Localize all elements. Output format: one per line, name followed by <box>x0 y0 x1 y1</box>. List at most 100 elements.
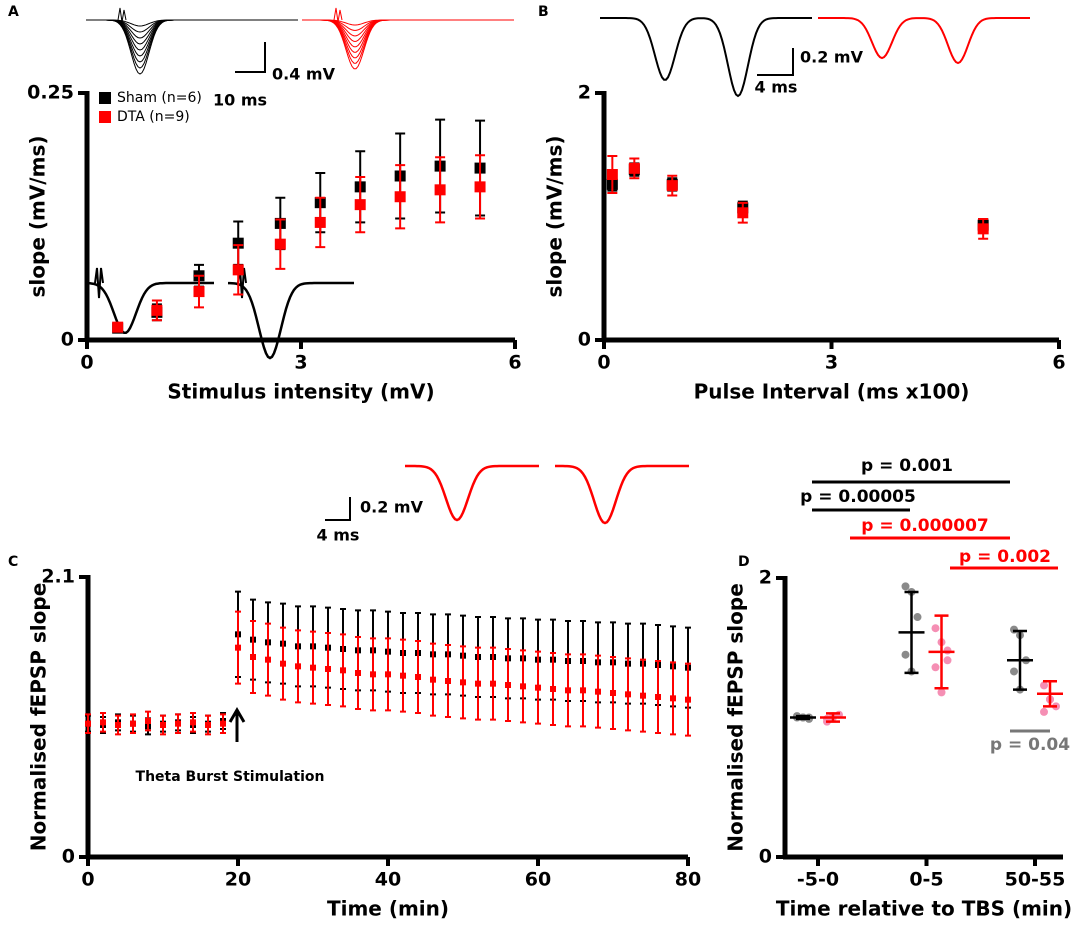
data-point <box>1010 667 1018 676</box>
marker <box>340 667 346 674</box>
marker <box>445 678 451 684</box>
y-tick-label: 2 <box>578 82 591 104</box>
x-tick-label: -5-0 <box>797 869 839 891</box>
marker <box>265 656 271 663</box>
trace <box>86 19 298 63</box>
x-axis-title: Time relative to TBS (min) <box>776 897 1072 921</box>
x-tick-label: 6 <box>1052 352 1065 374</box>
y-tick-label: 0 <box>578 329 591 351</box>
marker <box>85 720 91 727</box>
p-value: p = 0.000007 <box>861 516 989 536</box>
x-tick-label: 20 <box>225 869 251 891</box>
marker <box>190 719 196 726</box>
marker <box>280 660 286 667</box>
marker <box>115 722 121 728</box>
legend-swatch <box>99 111 111 123</box>
p-value: p = 0.04 <box>990 735 1070 755</box>
marker <box>145 718 151 724</box>
marker <box>112 321 124 333</box>
trace <box>86 19 298 75</box>
annotation: 0.2 mV <box>800 48 864 67</box>
marker <box>430 676 436 683</box>
marker <box>100 719 106 726</box>
legend-swatch <box>99 92 111 104</box>
y-tick-label: 2 <box>759 567 772 589</box>
data-point <box>937 688 946 697</box>
marker <box>977 223 989 235</box>
data-point <box>931 663 940 672</box>
marker <box>325 666 331 672</box>
y-tick-label: 2.1 <box>41 566 75 588</box>
p-value: p = 0.00005 <box>800 487 916 507</box>
scale-bar <box>757 48 794 76</box>
panel-label: D <box>738 554 750 570</box>
marker <box>295 663 301 670</box>
marker <box>505 682 511 688</box>
data-point <box>1040 681 1048 690</box>
data-point <box>901 650 910 659</box>
marker <box>606 169 618 181</box>
trace <box>555 464 689 525</box>
marker <box>474 181 486 193</box>
panel-label: C <box>8 554 18 570</box>
marker <box>434 184 446 196</box>
x-tick-label: 0 <box>81 869 94 891</box>
trace <box>87 281 214 335</box>
panel-label: A <box>8 4 19 20</box>
x-tick-label: 60 <box>525 869 551 891</box>
x-tick-label: 6 <box>508 352 521 374</box>
marker <box>175 720 181 727</box>
marker <box>490 680 496 687</box>
x-tick-label: 3 <box>825 352 838 374</box>
annotation: 4 ms <box>755 78 798 97</box>
data-point <box>943 656 952 665</box>
data-point <box>1040 707 1048 716</box>
data-point <box>943 646 952 655</box>
marker <box>550 686 556 692</box>
y-axis-title: slope (mV/ms) <box>26 136 50 298</box>
marker <box>355 670 361 676</box>
trace <box>302 19 514 59</box>
scale-bar <box>325 497 351 521</box>
data-point <box>931 624 940 633</box>
trace <box>228 281 354 360</box>
marker <box>370 671 376 678</box>
legend-label: Sham (n=6) <box>117 90 202 106</box>
artifact <box>333 7 343 23</box>
annotation: 0.4 mV <box>272 65 336 84</box>
marker <box>130 720 136 727</box>
artifact <box>117 7 127 23</box>
x-tick-label: 0-5 <box>909 869 943 891</box>
marker <box>535 684 541 691</box>
p-value: p = 0.001 <box>861 456 953 476</box>
marker <box>655 694 661 700</box>
marker <box>220 720 226 727</box>
y-axis-title: Normalised fEPSP slope <box>27 583 51 852</box>
y-axis-title: slope (mV/ms) <box>543 136 567 298</box>
marker <box>685 696 691 703</box>
y-tick-label: 0 <box>759 846 772 868</box>
annotation: 0.2 mV <box>360 498 424 517</box>
marker <box>640 692 646 699</box>
x-tick-label: 0 <box>80 352 93 374</box>
marker <box>310 664 316 671</box>
marker <box>628 162 640 174</box>
marker <box>235 644 241 651</box>
marker <box>314 216 326 228</box>
marker <box>565 687 571 694</box>
trace <box>405 464 539 522</box>
marker <box>232 264 244 276</box>
marker <box>354 199 366 211</box>
panel-label: B <box>538 4 549 20</box>
data-point <box>913 613 922 622</box>
x-axis-title: Pulse Interval (ms x100) <box>694 380 970 404</box>
trace <box>86 19 298 69</box>
trace <box>86 19 298 45</box>
marker <box>580 687 586 694</box>
marker <box>193 286 205 298</box>
marker <box>460 679 466 686</box>
x-tick-label: 80 <box>675 869 701 891</box>
data-point <box>1010 625 1018 634</box>
p-value: p = 0.002 <box>959 547 1051 567</box>
trace <box>600 17 812 98</box>
